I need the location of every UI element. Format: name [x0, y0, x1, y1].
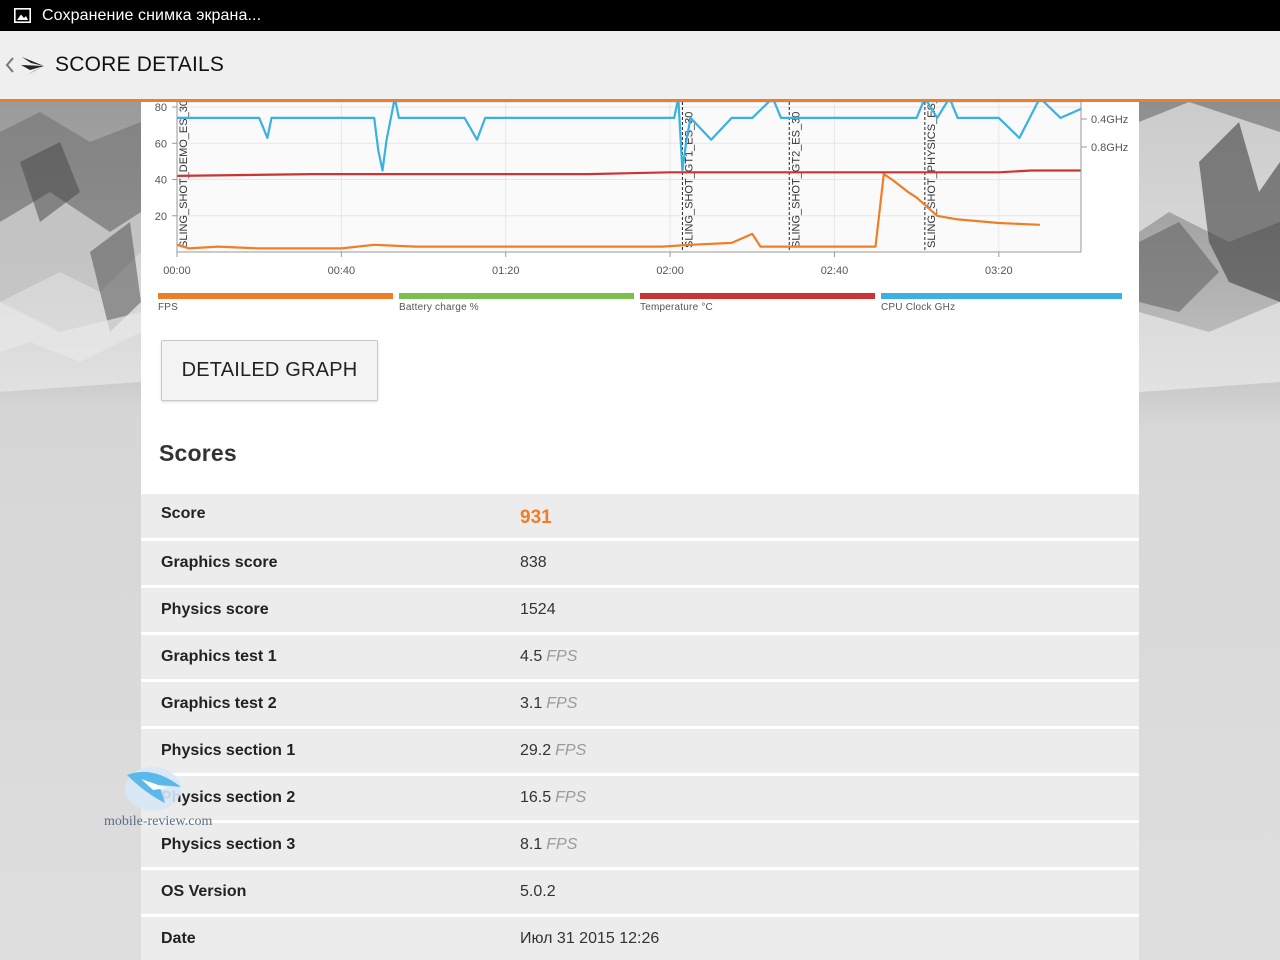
- score-label: Physics section 1: [161, 742, 296, 759]
- watermark-logo: mobile-review.com: [101, 763, 221, 833]
- score-number: Июл 31 2015 12:26: [520, 930, 660, 947]
- table-row: Graphics score 838: [141, 538, 1139, 585]
- score-unit: FPS: [546, 648, 578, 665]
- score-value: 4.5 FPS: [520, 648, 577, 666]
- series-line: [177, 169, 1081, 177]
- status-notification-text: Сохранение снимка экрана...: [42, 6, 262, 24]
- legend-swatch-battery: [399, 293, 634, 299]
- y-tick-label: 20: [155, 211, 167, 223]
- table-row: Date Июл 31 2015 12:26: [141, 914, 1139, 960]
- score-unit: FPS: [546, 836, 578, 853]
- score-details-card: SLING_SHOT_DEMO_ES_30 SLING_SHOT_GT1_ES_3…: [141, 102, 1139, 960]
- test-marker-label: SLING_SHOT_GT2_ES_30: [790, 112, 802, 248]
- score-number: 8.1: [520, 836, 543, 853]
- score-number: 5.0.2: [520, 883, 556, 900]
- x-tick-label: 02:40: [821, 265, 849, 277]
- detailed-graph-button[interactable]: DETAILED GRAPH: [161, 340, 378, 401]
- x-tick-label: 02:00: [656, 265, 684, 277]
- score-value: 931: [520, 507, 552, 529]
- background-right-decoration: [1139, 102, 1280, 960]
- y-right-tick-label: 0.8GHz: [1091, 142, 1128, 154]
- 3dmark-logo-icon[interactable]: [19, 51, 47, 79]
- score-value: 16.5 FPS: [520, 789, 586, 807]
- watermark-bird-icon: [125, 767, 181, 811]
- scores-heading: Scores: [159, 440, 237, 466]
- legend-swatch-fps: [158, 293, 393, 299]
- score-value: Июл 31 2015 12:26: [520, 930, 659, 948]
- score-label: Graphics score: [161, 554, 278, 571]
- page-title: SCORE DETAILS: [55, 53, 225, 76]
- score-label: Physics section 3: [161, 836, 296, 853]
- chart-legend: FPS Battery charge % Temperature °C CPU …: [158, 293, 1122, 313]
- score-value: 29.2 FPS: [520, 742, 586, 760]
- score-number: 4.5: [520, 648, 543, 665]
- table-row: Graphics test 2 3.1 FPS: [141, 679, 1139, 726]
- score-number: 931: [520, 507, 552, 528]
- legend-swatch-temperature: [640, 293, 875, 299]
- y-tick-label: 60: [155, 138, 167, 150]
- series-line: [177, 172, 1040, 250]
- test-marker-label: SLING_SHOT_PHYSICS_ES_30: [926, 102, 938, 248]
- table-row: Physics section 1 29.2 FPS: [141, 726, 1139, 773]
- table-row: OS Version 5.0.2: [141, 867, 1139, 914]
- legend-item-battery: Battery charge %: [399, 293, 634, 313]
- legend-label-temperature: Temperature °C: [640, 302, 713, 313]
- x-tick-label: 00:40: [328, 265, 356, 277]
- table-row: Physics score 1524: [141, 585, 1139, 632]
- table-row: Physics section 3 8.1 FPS: [141, 820, 1139, 867]
- table-row: Graphics test 1 4.5 FPS: [141, 632, 1139, 679]
- screenshot-image-icon: [14, 8, 31, 23]
- score-unit: FPS: [546, 695, 578, 712]
- app-bar: SCORE DETAILS: [0, 31, 1280, 102]
- plot-area: [176, 102, 1082, 253]
- background-left-decoration: [0, 102, 141, 960]
- watermark-text: mobile-review.com: [104, 814, 213, 829]
- performance-chart-svg: SLING_SHOT_DEMO_ES_30 SLING_SHOT_GT1_ES_3…: [155, 102, 1128, 277]
- y-tick-label: 80: [155, 102, 167, 114]
- score-value: 838: [520, 554, 547, 572]
- score-number: 16.5: [520, 789, 552, 806]
- legend-item-cpu-clock: CPU Clock GHz: [881, 293, 1122, 313]
- score-unit: FPS: [555, 742, 587, 759]
- back-chevron-icon[interactable]: [4, 55, 16, 75]
- score-label: Score: [161, 505, 206, 522]
- score-value: 3.1 FPS: [520, 695, 577, 713]
- score-label: Physics section 2: [161, 789, 296, 806]
- legend-label-fps: FPS: [158, 302, 179, 313]
- score-number: 29.2: [520, 742, 552, 759]
- score-label: OS Version: [161, 883, 247, 900]
- legend-item-fps: FPS: [158, 293, 393, 313]
- performance-chart: SLING_SHOT_DEMO_ES_30 SLING_SHOT_GT1_ES_3…: [141, 102, 1139, 287]
- score-unit: FPS: [555, 789, 587, 806]
- y-right-tick-label: 0.4GHz: [1091, 114, 1128, 126]
- score-value: 8.1 FPS: [520, 836, 577, 854]
- y-tick-label: 40: [155, 175, 167, 187]
- x-tick-label: 03:20: [985, 265, 1013, 277]
- score-value: 1524: [520, 601, 556, 619]
- status-bar: Сохранение снимка экрана...: [0, 0, 1280, 31]
- score-number: 838: [520, 554, 547, 571]
- legend-label-battery: Battery charge %: [399, 302, 479, 313]
- scores-table: Score 931 Graphics score 838 Physics sco…: [141, 491, 1139, 960]
- x-tick-label: 00:00: [163, 265, 191, 277]
- table-row: Physics section 2 16.5 FPS: [141, 773, 1139, 820]
- x-tick-label: 01:20: [492, 265, 520, 277]
- test-marker-label: SLING_SHOT_GT1_ES_30: [683, 112, 695, 248]
- legend-swatch-cpu-clock: [881, 293, 1122, 299]
- legend-label-cpu-clock: CPU Clock GHz: [881, 302, 956, 313]
- score-value: 5.0.2: [520, 883, 556, 901]
- legend-item-temperature: Temperature °C: [640, 293, 875, 313]
- score-number: 3.1: [520, 695, 543, 712]
- score-label: Physics score: [161, 601, 269, 618]
- series-line: [177, 102, 1081, 172]
- score-number: 1524: [520, 601, 556, 618]
- score-label: Graphics test 1: [161, 648, 277, 665]
- score-label: Graphics test 2: [161, 695, 277, 712]
- score-label: Date: [161, 930, 196, 947]
- table-row: Score 931: [141, 491, 1139, 538]
